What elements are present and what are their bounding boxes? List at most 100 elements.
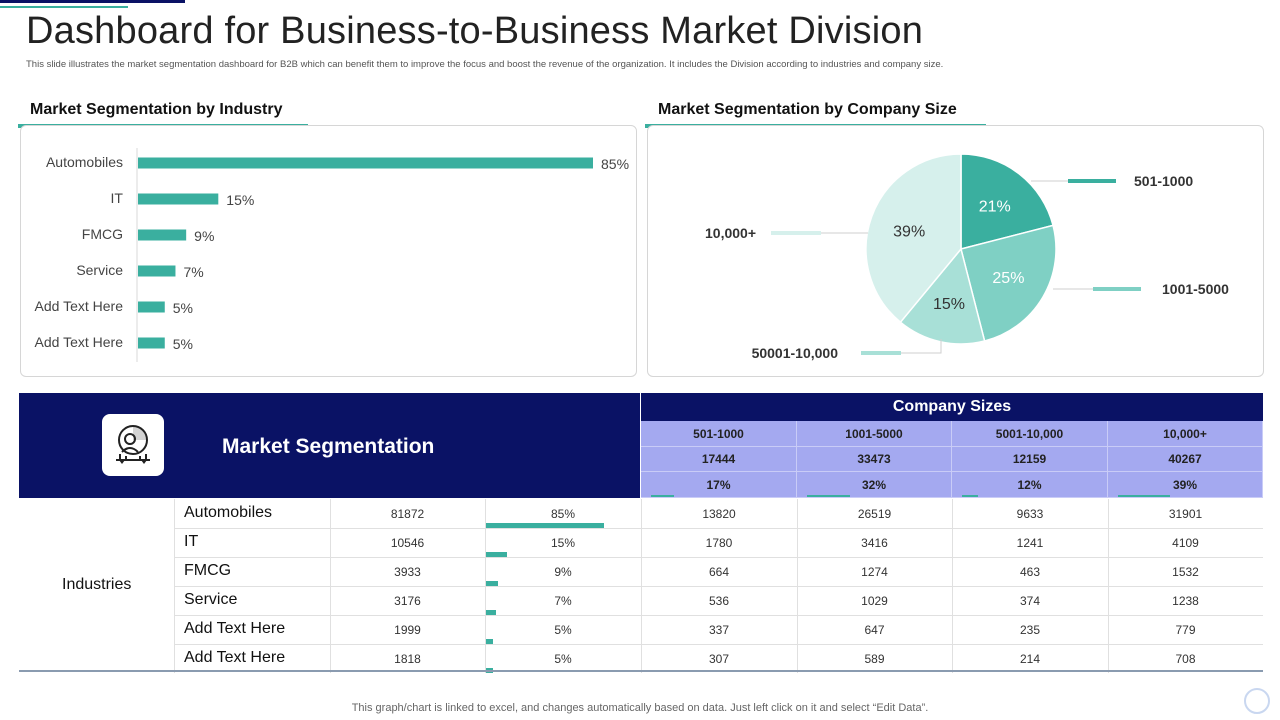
table-row-divider — [174, 644, 1263, 645]
industry-bar-chart[interactable]: Automobiles 85% IT 15% FMCG 9% Service 7% Add Te… — [21, 126, 636, 376]
bar-1[interactable] — [138, 193, 219, 205]
table-row-divider — [174, 615, 1263, 616]
industry-count-cell: 3176 — [394, 594, 421, 608]
bar-category-label: Add Text Here — [35, 334, 124, 350]
industry-pct-bar — [486, 639, 493, 644]
industry-name-cell: Service — [184, 591, 238, 608]
industry-name-cell: Add Text Here — [184, 649, 286, 666]
company-size-value-cell: 4109 — [1172, 536, 1199, 550]
pie-leader-line — [881, 339, 942, 354]
pie-slice-1[interactable] — [960, 224, 1057, 342]
table-row-divider — [174, 586, 1263, 587]
company-size-pct-bar — [807, 495, 850, 497]
company-size-total-cell: 40267 — [1108, 447, 1263, 472]
company-chart-panel: 21% 25% 15% 39% 501-1000 1001-5000 50001-10,00… — [647, 125, 1264, 377]
footer-note: This graph/chart is linked to excel, and… — [351, 702, 929, 714]
market-segmentation-icon — [102, 414, 164, 476]
company-size-pct-bar — [1118, 495, 1170, 497]
pie-category-label: 1001-5000 — [1162, 281, 1229, 297]
bar-category-label: Service — [76, 262, 123, 278]
bar-value-label: 15% — [226, 192, 254, 208]
industry-pct-cell: 5% — [554, 652, 572, 666]
company-size-total-cell: 17444 — [641, 447, 797, 472]
bar-category-label: Add Text Here — [35, 298, 124, 314]
table-title: Market Segmentation — [222, 435, 435, 458]
pie-value-label: 25% — [992, 270, 1024, 287]
company-size-value-cell: 13820 — [702, 507, 736, 521]
company-size-value-cell: 337 — [708, 623, 730, 637]
company-size-value-cell: 1241 — [1016, 536, 1044, 550]
company-size-value-cell: 214 — [1019, 652, 1041, 666]
industry-pct-bar — [486, 610, 496, 615]
bar-category-label: FMCG — [82, 226, 123, 242]
bar-value-label: 5% — [173, 300, 193, 316]
bar-2[interactable] — [138, 229, 187, 241]
company-size-value-cell: 463 — [1019, 565, 1041, 579]
bar-0[interactable] — [138, 157, 593, 169]
bar-4[interactable] — [138, 301, 165, 313]
industry-count-cell: 1999 — [394, 623, 421, 637]
company-size-value-cell: 1238 — [1172, 594, 1199, 608]
company-size-value-cell: 26519 — [857, 507, 892, 521]
company-size-value-cell: 536 — [708, 594, 730, 608]
company-size-label-cell: 10,000+ — [1108, 421, 1263, 447]
table-row-divider — [174, 528, 1263, 529]
company-size-pct-cell: 12% — [952, 472, 1108, 498]
pie-slice-3[interactable] — [865, 153, 962, 324]
bar-value-label: 85% — [601, 156, 629, 172]
company-size-value-cell: 235 — [1019, 623, 1041, 637]
company-size-value-cell: 1029 — [861, 594, 888, 608]
pie-value-label: 15% — [933, 296, 965, 313]
industry-name-cell: Add Text Here — [184, 620, 286, 637]
company-size-total-cell: 33473 — [797, 447, 952, 472]
table-bottom-border — [19, 670, 1263, 672]
industry-pct-cell: 5% — [554, 623, 572, 637]
bar-5[interactable] — [138, 337, 165, 349]
table-row-divider — [174, 557, 1263, 558]
pie-value-label: 39% — [893, 223, 925, 240]
company-size-value-cell: 3416 — [861, 536, 888, 550]
company-pie-chart[interactable]: 21% 25% 15% 39% 501-1000 1001-5000 50001-10,00… — [648, 126, 1263, 376]
pie-category-label: 50001-10,000 — [752, 345, 839, 361]
company-sizes-header: Company Sizes — [641, 393, 1263, 421]
industries-group-label: Industries — [62, 576, 132, 593]
company-size-pct-cell: 32% — [797, 472, 952, 498]
pie-slice-2[interactable] — [899, 247, 986, 345]
company-size-value-cell: 708 — [1175, 652, 1196, 666]
bar-value-label: 7% — [183, 264, 203, 280]
company-size-value-cell: 589 — [864, 652, 885, 666]
company-size-label-cell: 5001-10,000 — [952, 421, 1108, 447]
bar-3[interactable] — [138, 265, 176, 277]
industry-section-title: Market Segmentation by Industry — [30, 101, 283, 118]
company-size-label-cell: 501-1000 — [641, 421, 797, 447]
industry-name-cell: FMCG — [184, 562, 232, 579]
circle-icon — [1244, 688, 1270, 714]
company-size-value-cell: 664 — [708, 565, 730, 579]
company-size-pct-cell: 17% — [641, 472, 797, 498]
industry-pct-cell: 9% — [554, 565, 572, 579]
company-size-value-cell: 1780 — [705, 536, 733, 550]
pie-category-label: 501-1000 — [1134, 173, 1193, 189]
company-size-label-cell: 1001-5000 — [797, 421, 952, 447]
company-size-value-cell: 9633 — [1016, 507, 1044, 521]
industry-name-cell: IT — [184, 533, 199, 550]
company-size-value-cell: 1532 — [1172, 565, 1199, 579]
industry-name-cell: Automobiles — [184, 504, 273, 521]
bar-value-label: 9% — [194, 228, 214, 244]
industry-chart-panel: Automobiles 85% IT 15% FMCG 9% Service 7% Add Te… — [20, 125, 637, 377]
pie-category-label: 10,000+ — [705, 225, 756, 241]
pie-value-label: 21% — [979, 198, 1011, 215]
company-size-value-cell: 647 — [864, 623, 885, 637]
page-title: Dashboard for Business-to-Business Marke… — [26, 10, 924, 52]
pie-slice-0[interactable] — [960, 153, 1054, 250]
top-accent-bar — [0, 0, 185, 3]
company-size-value-cell: 1274 — [861, 565, 888, 579]
company-size-value-cell: 374 — [1019, 594, 1041, 608]
industry-pct-bar — [486, 552, 507, 557]
industry-count-cell: 81872 — [390, 507, 425, 521]
industry-pct-cell: 85% — [550, 507, 576, 521]
company-size-value-cell: 307 — [708, 652, 730, 666]
industry-pct-bar — [486, 581, 499, 586]
company-size-pct-bar — [651, 495, 674, 497]
industry-count-cell: 1818 — [394, 652, 421, 666]
